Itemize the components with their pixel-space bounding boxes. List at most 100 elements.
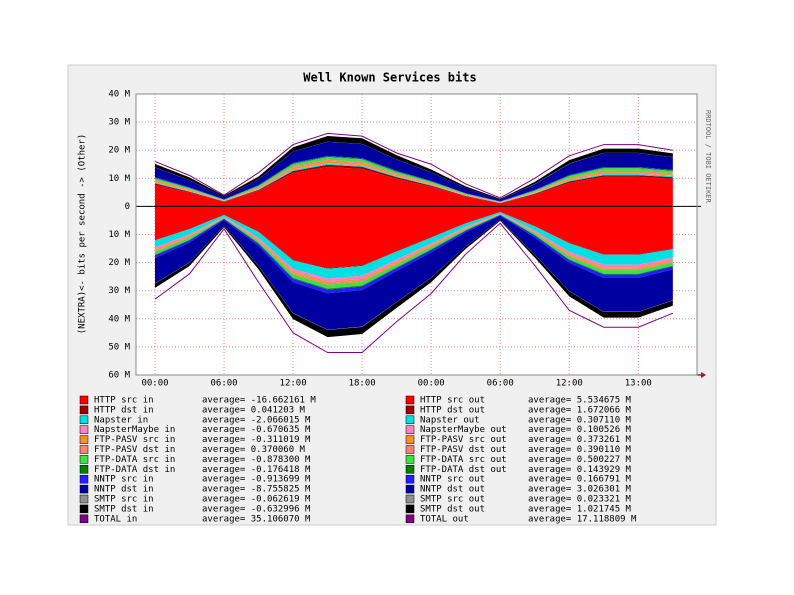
legend-swatch	[79, 395, 89, 405]
legend-average: average= -8.755825 M	[202, 485, 311, 495]
legend-label: FTP-PASV dst out	[420, 445, 507, 455]
axis-arrow	[701, 372, 706, 378]
legend-label: FTP-PASV src in	[94, 435, 175, 445]
legend-swatch	[79, 474, 89, 484]
legend-average: average= 0.500227 M	[528, 455, 632, 465]
legend-label: TOTAL out	[420, 514, 469, 524]
y-tick-label: 20 M	[108, 258, 130, 268]
y-tick-label: 10 M	[108, 230, 130, 240]
legend-swatch	[405, 395, 415, 405]
legend-swatch	[405, 474, 415, 484]
area	[154, 167, 673, 207]
legend-swatch	[79, 435, 89, 444]
x-tick-label: 06:00	[210, 379, 237, 389]
legend-swatch	[79, 455, 89, 464]
legend-average: average= 1.672066 M	[528, 405, 632, 415]
x-tick-label: 12:00	[280, 379, 307, 389]
legend-average: average= 0.100526 M	[528, 425, 632, 435]
y-tick-label: 50 M	[108, 342, 130, 352]
legend-label: FTP-PASV src out	[420, 435, 507, 445]
y-tick-label: 30 M	[108, 118, 130, 128]
y-tick-label: 10 M	[108, 174, 130, 184]
legend-average: average= 0.307110 M	[528, 415, 632, 425]
legend-label: NNTP dst in	[94, 485, 154, 495]
x-tick-label: 00:00	[141, 379, 168, 389]
areas	[154, 132, 674, 354]
legend-label: TOTAL in	[94, 514, 137, 524]
legend-label: FTP-DATA dst in	[94, 465, 175, 475]
legend-average: average= 1.021745 M	[528, 504, 632, 514]
legend-label: FTP-PASV dst in	[94, 445, 175, 455]
legend-average: average= 35.106070 M	[202, 514, 311, 524]
legend-swatch	[405, 425, 415, 434]
area	[154, 141, 673, 202]
legend-swatch	[79, 415, 89, 425]
legend-swatch	[79, 504, 89, 514]
legend-label: NapsterMaybe out	[420, 425, 507, 435]
legend-swatch	[79, 445, 89, 454]
legend: HTTP src in average= -16.662161 M HTTP dst…	[79, 395, 637, 524]
y-axis-label: (NEXTRA)<- bits per second -> (Other)	[78, 134, 88, 334]
legend-average: average= 0.166791 M	[528, 475, 632, 485]
x-tick-label: 12:00	[556, 379, 583, 389]
area	[154, 206, 673, 269]
legend-label: SMTP src in	[94, 495, 154, 505]
legend-swatch	[405, 435, 415, 444]
legend-label: Napster in	[94, 415, 148, 425]
legend-average: average= -2.066015 M	[202, 415, 311, 425]
legend-label: NNTP src in	[94, 475, 154, 485]
legend-swatch	[79, 465, 89, 474]
legend-average: average= 0.370060 M	[202, 445, 306, 455]
legend-swatch	[405, 445, 415, 454]
legend-average: average= -0.878300 M	[202, 455, 311, 465]
legend-average: average= 0.143929 M	[528, 465, 632, 475]
legend-label: NapsterMaybe in	[94, 425, 175, 435]
legend-average: average= -0.062619 M	[202, 495, 311, 505]
legend-label: SMTP dst in	[94, 504, 154, 514]
legend-swatch	[405, 504, 415, 514]
legend-swatch	[79, 514, 89, 524]
plot-frame	[135, 93, 698, 376]
legend-label: FTP-DATA src out	[420, 455, 507, 465]
legend-label: HTTP dst in	[94, 405, 154, 415]
y-tick-label: 40 M	[108, 90, 130, 100]
area	[154, 215, 673, 330]
legend-average: average= -0.176418 M	[202, 465, 311, 475]
legend-swatch	[405, 415, 415, 425]
x-tick-label: 00:00	[418, 379, 445, 389]
legend-label: HTTP src in	[94, 396, 154, 406]
legend-swatch	[405, 484, 415, 494]
legend-average: average= -0.913699 M	[202, 475, 311, 485]
legend-label: NNTP src out	[420, 475, 485, 485]
legend-label: FTP-DATA dst out	[420, 465, 507, 475]
legend-label: SMTP src out	[420, 495, 485, 505]
legend-average: average= 0.023321 M	[528, 495, 632, 505]
legend-swatch	[405, 455, 415, 464]
legend-average: average= 17.118809 M	[528, 514, 637, 524]
legend-swatch	[79, 425, 89, 434]
legend-average: average= 0.373261 M	[528, 435, 632, 445]
legend-label: HTTP dst out	[420, 405, 485, 415]
total-line	[154, 132, 673, 199]
legend-average: average= 3.026301 M	[528, 485, 632, 495]
legend-swatch	[405, 514, 415, 524]
legend-label: SMTP dst out	[420, 504, 485, 514]
legend-average: average= 0.041203 M	[202, 405, 306, 415]
y-tick-label: 60 M	[108, 371, 130, 381]
legend-average: average= -0.632996 M	[202, 504, 311, 514]
legend-label: HTTP src out	[420, 396, 485, 406]
legend-average: average= -0.311019 M	[202, 435, 311, 445]
y-tick-label: 30 M	[108, 286, 130, 296]
y-tick-label: 20 M	[108, 146, 130, 156]
legend-swatch	[79, 405, 89, 415]
legend-average: average= -16.662161 M	[202, 396, 316, 406]
axes: 40 M 30 M 20 M 10 M 0 10 M 20 M 30 M 40 M 50 M 60 …	[108, 90, 706, 389]
total-line	[154, 222, 674, 354]
legend-average: average= -0.670635 M	[202, 425, 311, 435]
legend-average: average= 5.534675 M	[528, 396, 632, 406]
legend-swatch	[79, 494, 89, 504]
x-tick-label: 06:00	[487, 379, 514, 389]
legend-swatch	[405, 405, 415, 415]
